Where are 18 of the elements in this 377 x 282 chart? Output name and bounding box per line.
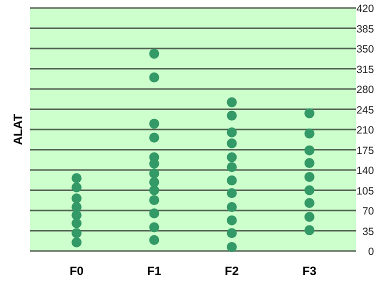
y-tick-label: 35: [362, 226, 374, 238]
x-tick-label: F0: [70, 264, 84, 278]
y-tick-label: 385: [356, 23, 374, 36]
y-tick-label: 210: [356, 124, 374, 136]
x-tick-label: F2: [224, 264, 240, 278]
y-tick-label: 140: [356, 165, 374, 177]
x-tick-label: F1: [147, 264, 162, 278]
y-tick-label: 350: [356, 44, 374, 56]
y-tick-label: 420: [356, 3, 374, 15]
y-axis-title: ALAT: [11, 113, 25, 146]
y-tick-label: 105: [356, 185, 374, 198]
y-tick-label: 175: [356, 144, 374, 157]
y-tick-label: 280: [356, 84, 374, 96]
y-tick-label: 315: [356, 64, 374, 76]
y-tick-label: 245: [356, 104, 374, 116]
y-tick-label: 70: [362, 206, 374, 218]
x-tick-label: F3: [302, 264, 317, 278]
y-tick-label: 0: [368, 246, 374, 258]
